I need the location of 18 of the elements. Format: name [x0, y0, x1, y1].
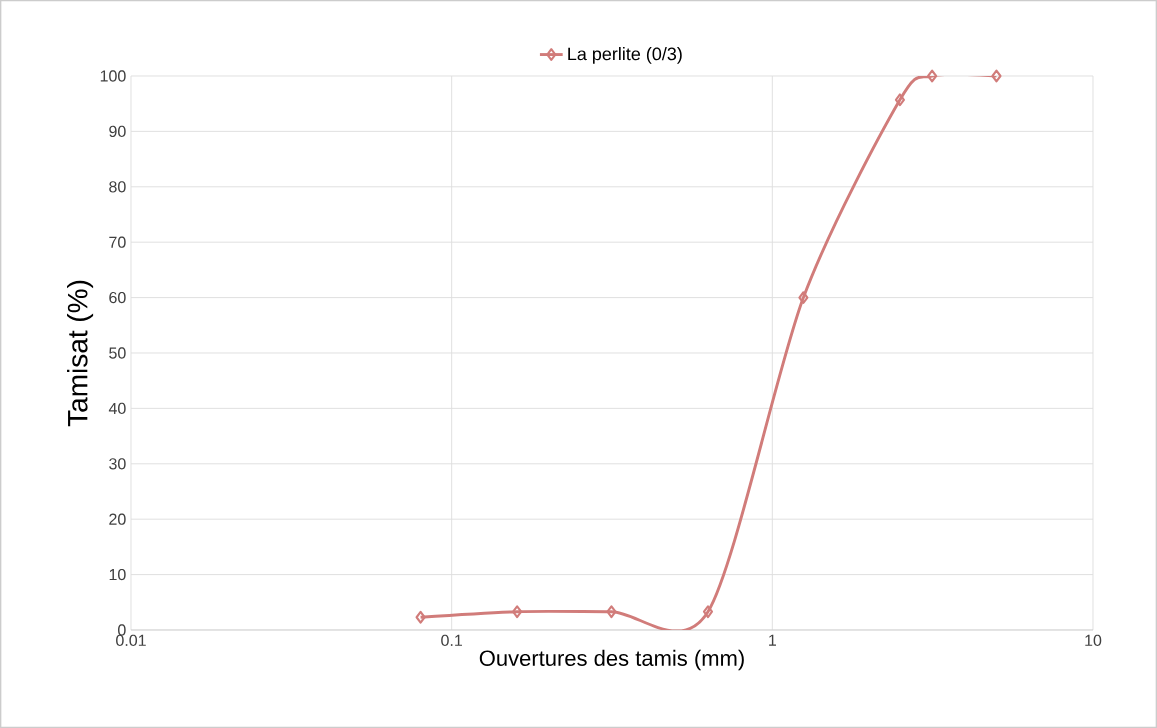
legend-label: La perlite (0/3)	[568, 47, 682, 64]
y-tick-label: 90	[109, 125, 126, 138]
x-tick-label: 0.01	[116, 634, 146, 647]
y-tick-label: 30	[109, 458, 126, 470]
x-tick-label: 1	[769, 634, 776, 646]
x-tick-label: 0.1	[441, 634, 462, 647]
y-tick-label: 100	[100, 70, 126, 82]
y-tick-label: 40	[108, 402, 126, 415]
x-axis-title: Ouvertures des tamis (mm)	[479, 649, 744, 671]
y-tick-label: 0	[118, 624, 126, 636]
y-tick-label: 20	[109, 513, 126, 525]
x-tick-label: 10	[1085, 634, 1102, 647]
y-tick-label: 60	[109, 291, 126, 304]
y-tick-label: 70	[109, 236, 126, 248]
y-axis-title: Tamisat (%)	[67, 280, 94, 427]
y-tick-label: 80	[109, 181, 126, 193]
y-tick-label: 10	[109, 568, 126, 581]
y-tick-label: 50	[109, 347, 126, 359]
